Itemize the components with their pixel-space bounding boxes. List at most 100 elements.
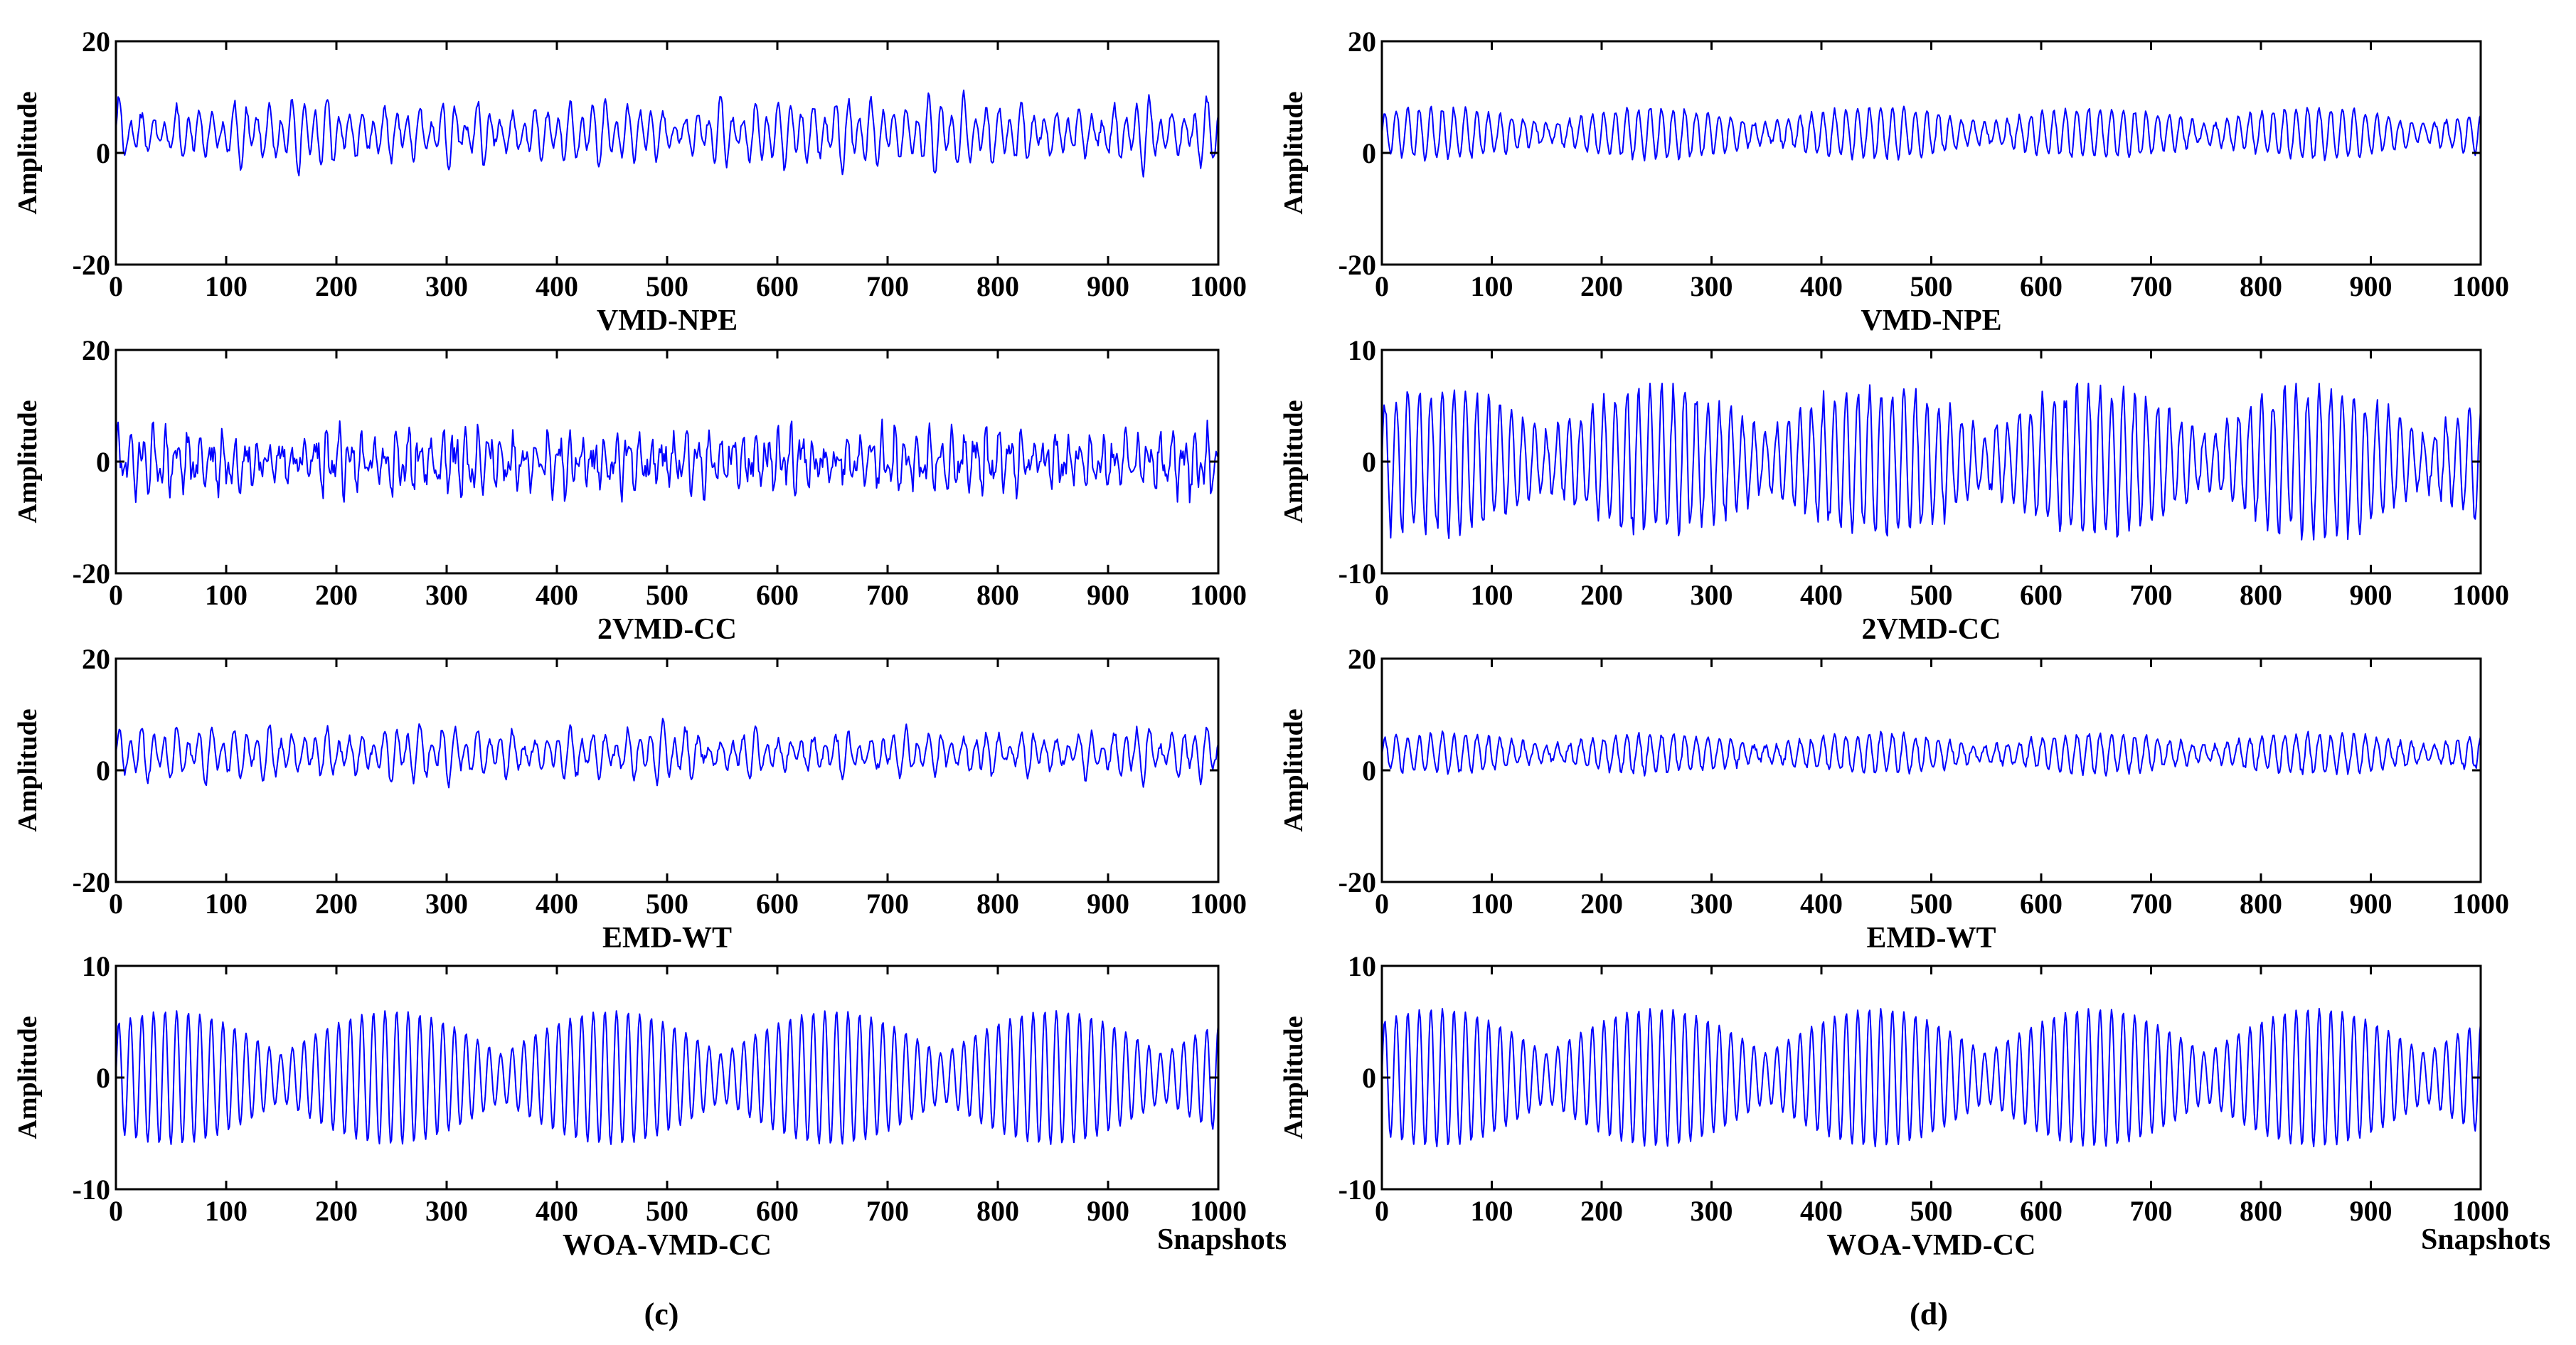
x-tick-label: 400	[536, 1195, 578, 1227]
y-tick-label: -10	[1338, 558, 1376, 590]
chart-c-2: 0 100 200 300 400 500 600 700 800 900 1000-20020Am…	[13, 334, 1247, 646]
chart-d-2: 0 100 200 300 400 500 600 700 800 900 1000-10010Am…	[1279, 334, 2509, 646]
x-tick-label: 700	[2130, 270, 2173, 302]
axes-frame	[1380, 40, 2482, 266]
series-line	[1382, 1008, 2481, 1148]
x-tick-label: 600	[2020, 1195, 2063, 1227]
y-tick-label: 0	[1362, 137, 1376, 169]
y-tick-label: 20	[82, 26, 110, 58]
x-tick-label: 0	[109, 888, 123, 920]
x-tick-label: 1000	[1190, 1195, 1247, 1227]
x-tick-label: 500	[1910, 1195, 1953, 1227]
x-tick-label: 400	[1800, 270, 1843, 302]
x-tick-label: 200	[315, 579, 358, 611]
panel-title: WOA-VMD-CC	[1827, 1229, 2036, 1262]
y-tick-label: -20	[73, 866, 110, 898]
series-line	[116, 89, 1218, 178]
snapshots-label-d: Snapshots	[2421, 1223, 2550, 1256]
x-tick-label: 200	[1580, 888, 1623, 920]
x-tick-label: 200	[315, 888, 358, 920]
x-tick-label: 600	[2020, 270, 2063, 302]
y-axis-label: Amplitude	[13, 400, 43, 523]
y-tick-label: -20	[73, 558, 110, 590]
x-tick-label: 1000	[2452, 270, 2509, 302]
x-tick-label: 700	[866, 270, 909, 302]
y-tick-label: -10	[1338, 1174, 1376, 1206]
x-tick-label: 400	[536, 579, 578, 611]
x-tick-label: 500	[646, 579, 688, 611]
x-tick-label: 100	[205, 270, 248, 302]
y-tick-label: 0	[96, 446, 110, 478]
x-tick-label: 100	[1471, 1195, 1513, 1227]
x-tick-label: 500	[646, 888, 688, 920]
x-tick-label: 300	[425, 270, 468, 302]
panel-title: EMD-WT	[1867, 922, 1996, 955]
x-tick-label: 600	[2020, 579, 2063, 611]
subfigure-label-d: (d)	[1910, 1297, 1948, 1331]
y-tick-label: 0	[96, 755, 110, 787]
series-line	[1382, 105, 2481, 162]
x-tick-label: 700	[2130, 579, 2173, 611]
x-tick-label: 500	[1910, 888, 1953, 920]
y-axis-label: Amplitude	[13, 1016, 43, 1139]
x-tick-label: 1000	[1190, 270, 1247, 302]
axes-frame	[1380, 657, 2482, 883]
x-tick-label: 500	[1910, 270, 1953, 302]
x-tick-label: 700	[2130, 888, 2173, 920]
y-axis-label: Amplitude	[1279, 400, 1309, 523]
x-tick-label: 800	[976, 579, 1019, 611]
x-tick-label: 0	[1375, 270, 1389, 302]
panels-group: 0 100 200 300 400 500 600 700 800 900 1000-20020Am…	[13, 26, 2509, 1262]
x-tick-label: 1000	[2452, 888, 2509, 920]
y-tick-label: 0	[1362, 755, 1376, 787]
chart-d-1: 0 100 200 300 400 500 600 700 800 900 1000-20020Am…	[1279, 26, 2509, 337]
chart-c-1: 0 100 200 300 400 500 600 700 800 900 1000-20020Am…	[13, 26, 1247, 337]
y-tick-label: 20	[1348, 643, 1376, 675]
x-tick-label: 800	[2240, 270, 2282, 302]
panel-title: VMD-NPE	[1861, 304, 2001, 337]
x-tick-label: 800	[976, 888, 1019, 920]
axes-frame	[115, 40, 1220, 266]
y-tick-label: 10	[1348, 334, 1376, 366]
x-tick-label: 800	[2240, 888, 2282, 920]
x-tick-label: 600	[756, 1195, 799, 1227]
y-tick-label: 0	[96, 1062, 110, 1094]
x-tick-label: 300	[1691, 270, 1733, 302]
x-tick-label: 900	[2350, 270, 2393, 302]
x-tick-label: 0	[1375, 888, 1389, 920]
x-tick-label: 0	[109, 1195, 123, 1227]
x-tick-label: 300	[425, 1195, 468, 1227]
x-tick-label: 700	[2130, 1195, 2173, 1227]
x-tick-label: 900	[1087, 888, 1129, 920]
x-tick-label: 100	[1471, 270, 1513, 302]
x-tick-label: 100	[1471, 579, 1513, 611]
x-tick-label: 100	[205, 579, 248, 611]
x-tick-label: 900	[2350, 1195, 2393, 1227]
x-tick-label: 300	[1691, 1195, 1733, 1227]
x-tick-label: 800	[2240, 579, 2282, 611]
series-line	[1382, 730, 2481, 777]
x-tick-label: 0	[109, 270, 123, 302]
x-tick-label: 600	[756, 888, 799, 920]
x-tick-label: 600	[2020, 888, 2063, 920]
chart-d-3: 0 100 200 300 400 500 600 700 800 900 1000-20020Am…	[1279, 643, 2509, 955]
chart-d-4: 0 100 200 300 400 500 600 700 800 900 1000-10010Am…	[1279, 950, 2509, 1262]
snapshots-label-c: Snapshots	[1157, 1223, 1287, 1256]
x-tick-label: 1000	[2452, 579, 2509, 611]
x-tick-label: 800	[976, 270, 1019, 302]
y-tick-label: -20	[73, 249, 110, 281]
y-tick-label: -10	[73, 1174, 110, 1206]
x-tick-label: 600	[756, 579, 799, 611]
x-tick-label: 400	[536, 270, 578, 302]
y-tick-label: 20	[82, 643, 110, 675]
y-tick-label: 10	[82, 950, 110, 982]
x-tick-label: 200	[1580, 270, 1623, 302]
x-tick-label: 500	[646, 270, 688, 302]
panel-title: 2VMD-CC	[597, 613, 737, 646]
chart-c-3: 0 100 200 300 400 500 600 700 800 900 1000-20020Am…	[13, 643, 1247, 955]
x-tick-label: 600	[756, 270, 799, 302]
x-tick-label: 900	[1087, 270, 1129, 302]
y-tick-label: 20	[82, 334, 110, 366]
x-tick-label: 700	[866, 1195, 909, 1227]
